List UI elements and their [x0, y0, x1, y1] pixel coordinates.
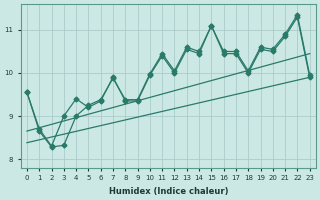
X-axis label: Humidex (Indice chaleur): Humidex (Indice chaleur) — [108, 187, 228, 196]
